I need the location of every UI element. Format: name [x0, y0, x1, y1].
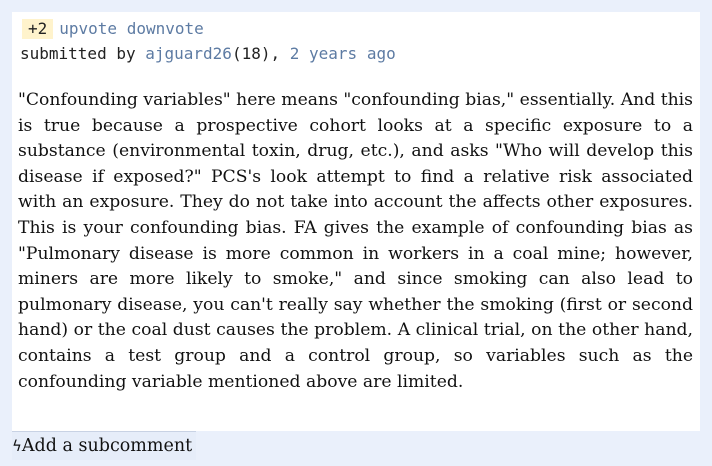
submitted-row: submitted by ajguard26(18), 2 years ago	[20, 43, 396, 65]
upvote-link[interactable]: upvote	[59, 19, 118, 38]
author-link[interactable]: ajguard26	[145, 44, 232, 63]
vote-row: +2 upvote downvote	[22, 18, 204, 40]
timestamp-link[interactable]: 2 years ago	[289, 44, 396, 63]
comment-card: +2 upvote downvote submitted by ajguard26…	[12, 12, 700, 431]
score-badge: +2	[22, 19, 54, 39]
submitted-by-label: submitted by	[20, 44, 136, 63]
author-points: (18),	[231, 44, 281, 63]
add-subcomment-label: Add a subcomment	[21, 436, 193, 456]
comment-body: "Confounding variables" here means "conf…	[18, 90, 693, 392]
add-subcomment-button[interactable]: ϟAdd a subcomment	[12, 431, 196, 460]
lightning-icon: ϟ	[12, 437, 22, 455]
downvote-link[interactable]: downvote	[126, 19, 204, 38]
